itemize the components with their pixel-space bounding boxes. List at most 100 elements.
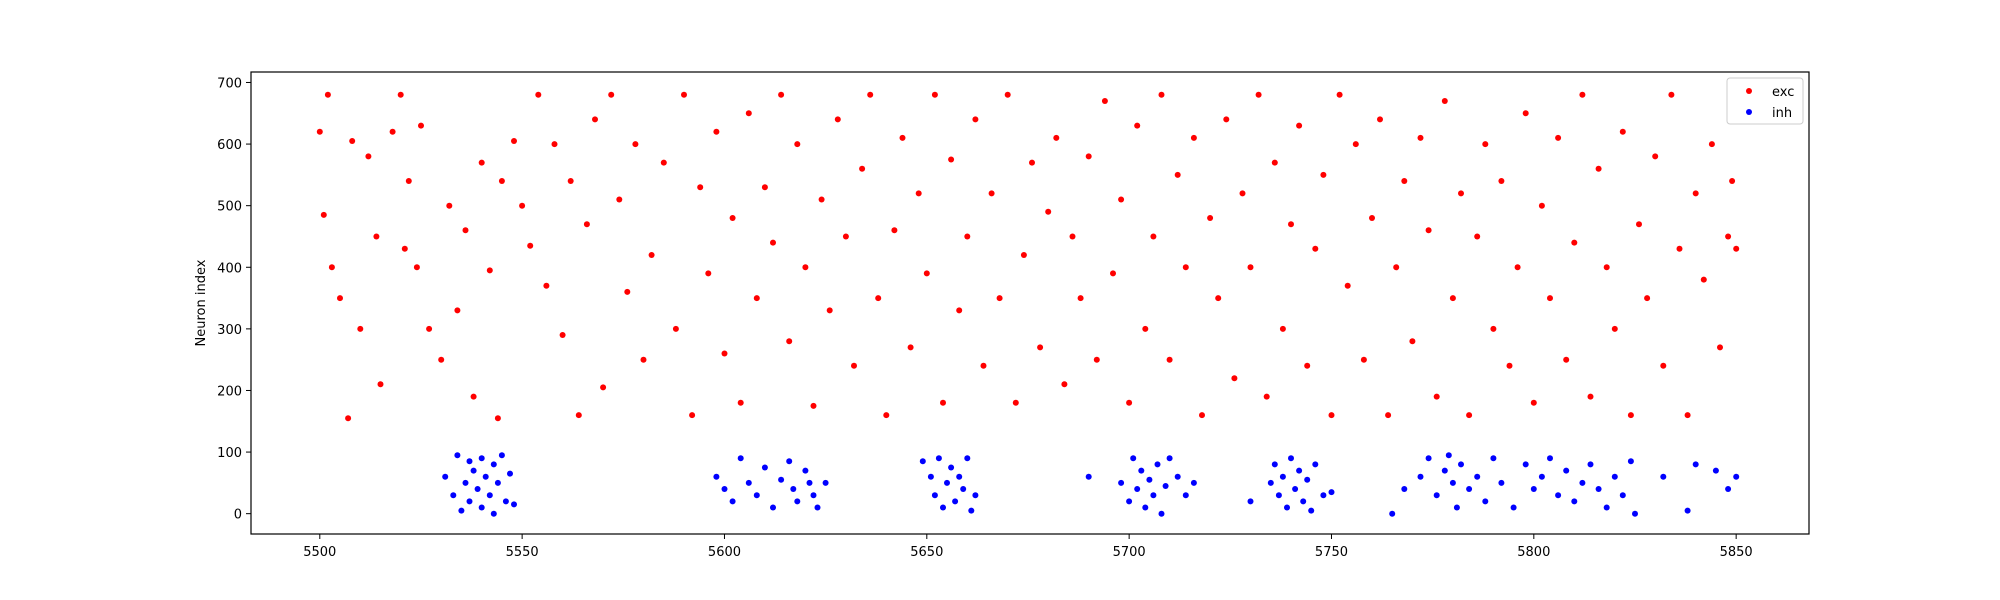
exc-spike-point xyxy=(567,178,574,184)
y-tick-label: 500 xyxy=(217,200,242,215)
exc-spike-point xyxy=(551,141,558,148)
exc-spike-point xyxy=(1134,122,1141,129)
exc-spike-point xyxy=(328,264,335,271)
x-tick-label: 5650 xyxy=(910,545,943,560)
exc-spike-point xyxy=(867,91,874,98)
exc-spike-point xyxy=(1045,208,1052,215)
exc-spike-point xyxy=(405,178,412,184)
exc-spike-point xyxy=(1700,276,1707,283)
inh-spike-point xyxy=(972,492,979,499)
y-tick-label: 300 xyxy=(217,323,242,338)
exc-spike-point xyxy=(1093,356,1100,363)
inh-spike-point xyxy=(1267,479,1274,486)
exc-spike-point xyxy=(931,91,938,98)
inh-spike-point xyxy=(1126,498,1133,505)
inh-spike-point xyxy=(442,473,449,480)
exc-spike-point xyxy=(345,415,352,422)
exc-spike-point xyxy=(1603,264,1610,271)
inh-spike-point xyxy=(713,473,720,480)
inh-spike-point xyxy=(490,510,497,517)
inh-spike-point xyxy=(810,492,817,499)
exc-spike-point xyxy=(1530,399,1537,406)
inh-spike-point xyxy=(490,461,497,468)
exc-spike-point xyxy=(1231,375,1238,382)
inh-spike-point xyxy=(1449,479,1456,486)
exc-spike-point xyxy=(1344,282,1351,289)
inh-spike-point xyxy=(790,486,797,492)
inh-spike-point xyxy=(1425,455,1432,462)
exc-spike-point xyxy=(940,399,946,406)
inh-spike-point xyxy=(761,464,768,471)
inh-spike-point xyxy=(482,473,489,480)
legend-exc-label: exc xyxy=(1772,85,1794,100)
y-tick-label: 400 xyxy=(217,261,242,276)
inh-spike-point xyxy=(466,498,473,505)
x-tick-label: 5550 xyxy=(506,545,539,560)
y-tick-label: 700 xyxy=(217,76,242,91)
inh-spike-point xyxy=(1466,486,1473,492)
exc-spike-point xyxy=(1449,295,1456,302)
inh-spike-point xyxy=(486,492,493,499)
exc-spike-point xyxy=(324,91,331,98)
exc-spike-point xyxy=(956,307,963,314)
exc-spike-point xyxy=(761,184,768,191)
x-tick-label: 5750 xyxy=(1315,545,1348,560)
exc-spike-point xyxy=(851,362,857,369)
exc-spike-point xyxy=(1563,356,1570,363)
exc-spike-point xyxy=(575,412,582,419)
exc-spike-point xyxy=(624,288,631,295)
inh-spike-point xyxy=(1275,492,1282,499)
exc-spike-point xyxy=(842,233,849,240)
exc-spike-point xyxy=(1312,245,1319,252)
inh-spike-point xyxy=(474,486,481,492)
exc-spike-point xyxy=(616,196,623,203)
exc-spike-point xyxy=(462,227,469,234)
exc-spike-point xyxy=(1369,215,1375,221)
exc-spike-point xyxy=(1247,264,1254,271)
exc-spike-point xyxy=(470,393,477,400)
inh-spike-point xyxy=(1498,479,1505,486)
exc-spike-point xyxy=(907,344,914,351)
inh-spike-point xyxy=(458,507,465,514)
y-axis-label: Neuron index xyxy=(194,259,209,346)
exc-spike-point xyxy=(1360,356,1367,363)
exc-spike-point xyxy=(401,245,408,252)
inh-spike-point xyxy=(778,476,785,483)
exc-spike-point xyxy=(1676,245,1683,252)
exc-spike-point xyxy=(1611,325,1618,332)
exc-spike-point xyxy=(632,141,639,148)
y-tick-label: 600 xyxy=(217,138,242,153)
exc-spike-point xyxy=(1668,91,1675,98)
exc-spike-point xyxy=(1085,153,1092,160)
inh-spike-point xyxy=(1150,492,1157,499)
inh-spike-point xyxy=(1482,498,1489,505)
legend-inh-label: inh xyxy=(1772,106,1792,121)
exc-spike-point xyxy=(826,307,833,314)
legend: exc inh xyxy=(1726,77,1804,125)
inh-spike-point xyxy=(948,464,955,471)
inh-spike-point xyxy=(1296,467,1303,474)
exc-spike-point xyxy=(543,282,550,289)
exc-spike-point xyxy=(535,91,542,98)
legend-exc-marker xyxy=(1746,88,1752,94)
exc-spike-point xyxy=(1296,122,1303,129)
inh-spike-point xyxy=(1312,461,1319,468)
inh-spike-point xyxy=(1279,473,1286,480)
exc-spike-point xyxy=(1482,141,1489,148)
exc-spike-point xyxy=(737,399,744,406)
inh-spike-point xyxy=(1130,455,1137,462)
plot-background xyxy=(251,72,1809,534)
exc-spike-point xyxy=(511,138,517,144)
exc-spike-point xyxy=(1644,295,1651,302)
exc-spike-point xyxy=(721,350,728,357)
exc-spike-point xyxy=(1166,356,1173,363)
exc-spike-point xyxy=(660,159,667,166)
inh-spike-point xyxy=(1142,504,1149,511)
inh-spike-point xyxy=(1328,489,1335,496)
exc-spike-point xyxy=(1466,412,1473,419)
inh-spike-point xyxy=(786,458,793,465)
exc-spike-point xyxy=(1393,264,1400,271)
exc-spike-point xyxy=(1660,362,1667,369)
exc-spike-point xyxy=(1190,134,1197,141)
